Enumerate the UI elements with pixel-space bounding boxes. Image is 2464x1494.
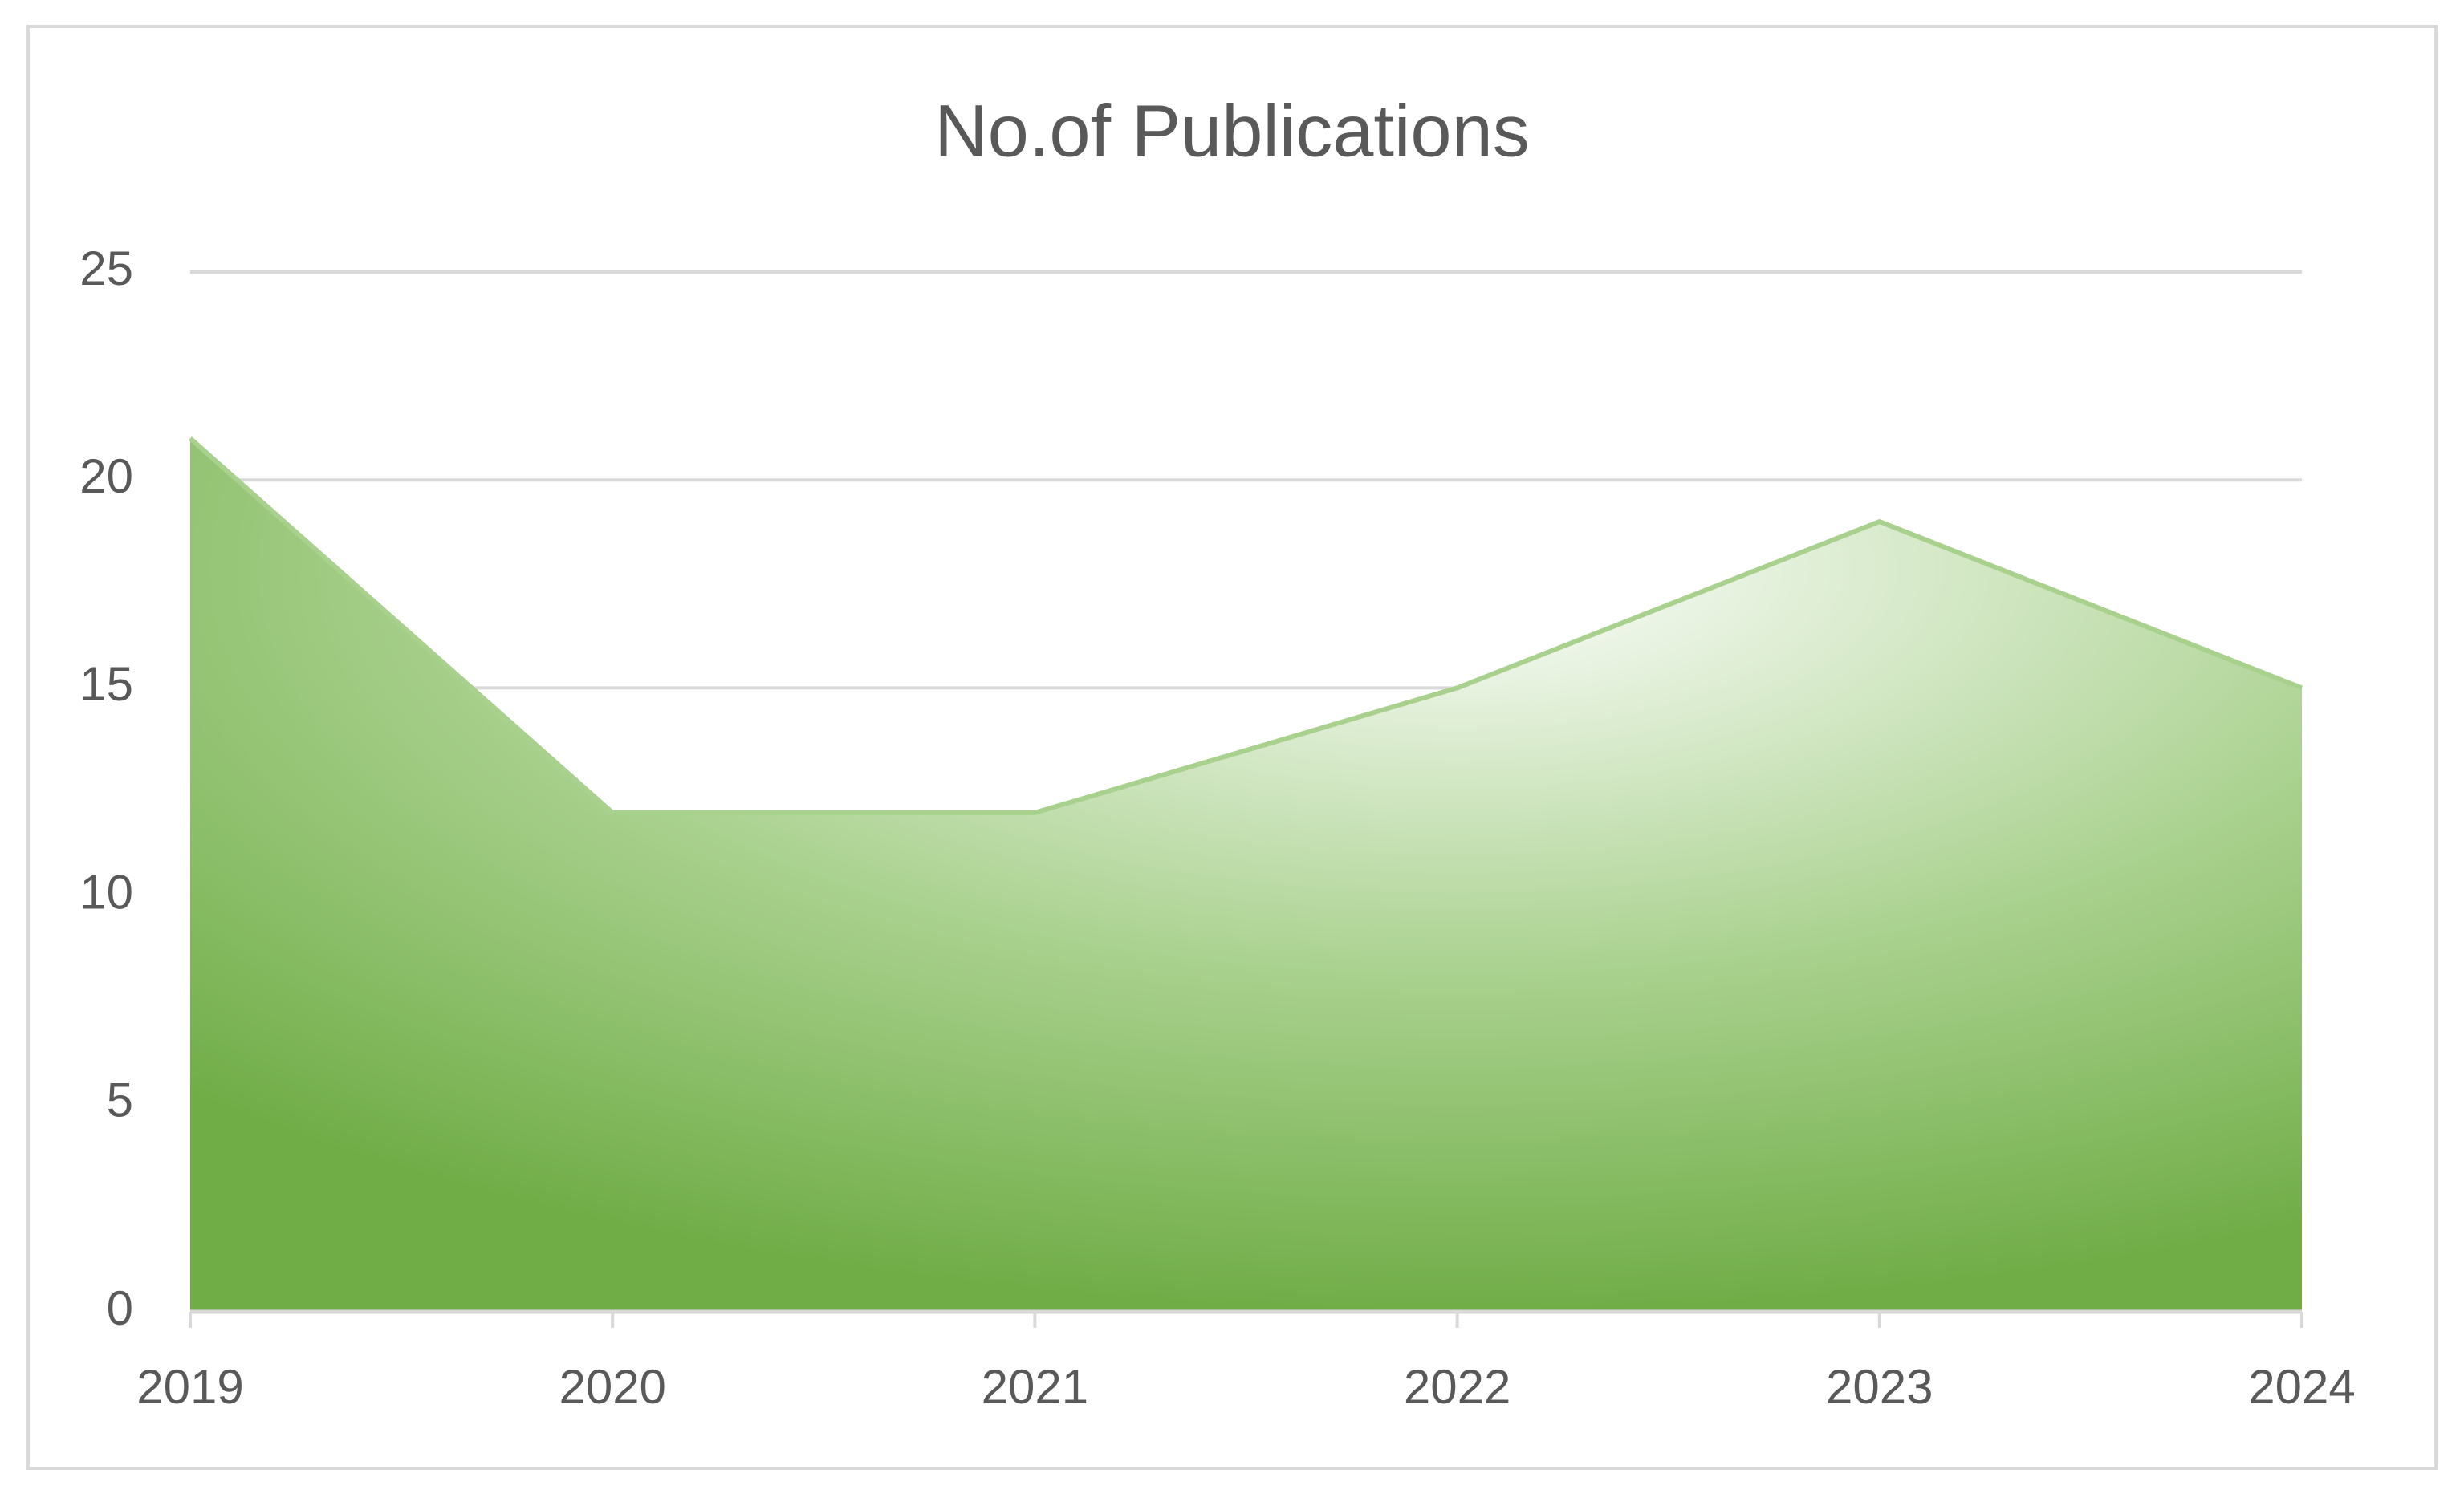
x-tick-label: 2022 bbox=[1404, 1360, 1511, 1414]
y-tick-label: 25 bbox=[79, 242, 133, 295]
x-tick-label: 2020 bbox=[559, 1360, 665, 1414]
x-tick-label: 2024 bbox=[2248, 1360, 2355, 1414]
y-tick-label: 10 bbox=[79, 865, 133, 919]
y-tick-label: 0 bbox=[107, 1281, 133, 1335]
x-tick-label: 2023 bbox=[1826, 1360, 1933, 1414]
y-tick-label: 20 bbox=[79, 449, 133, 503]
area-line bbox=[189, 436, 2303, 815]
x-tick-label: 2021 bbox=[982, 1360, 1088, 1414]
area bbox=[190, 438, 2302, 1312]
x-tick-label: 2019 bbox=[136, 1360, 243, 1414]
y-tick-label: 5 bbox=[107, 1074, 133, 1127]
chart-title: No.of Publications bbox=[934, 90, 1530, 172]
y-tick-label: 15 bbox=[79, 657, 133, 711]
